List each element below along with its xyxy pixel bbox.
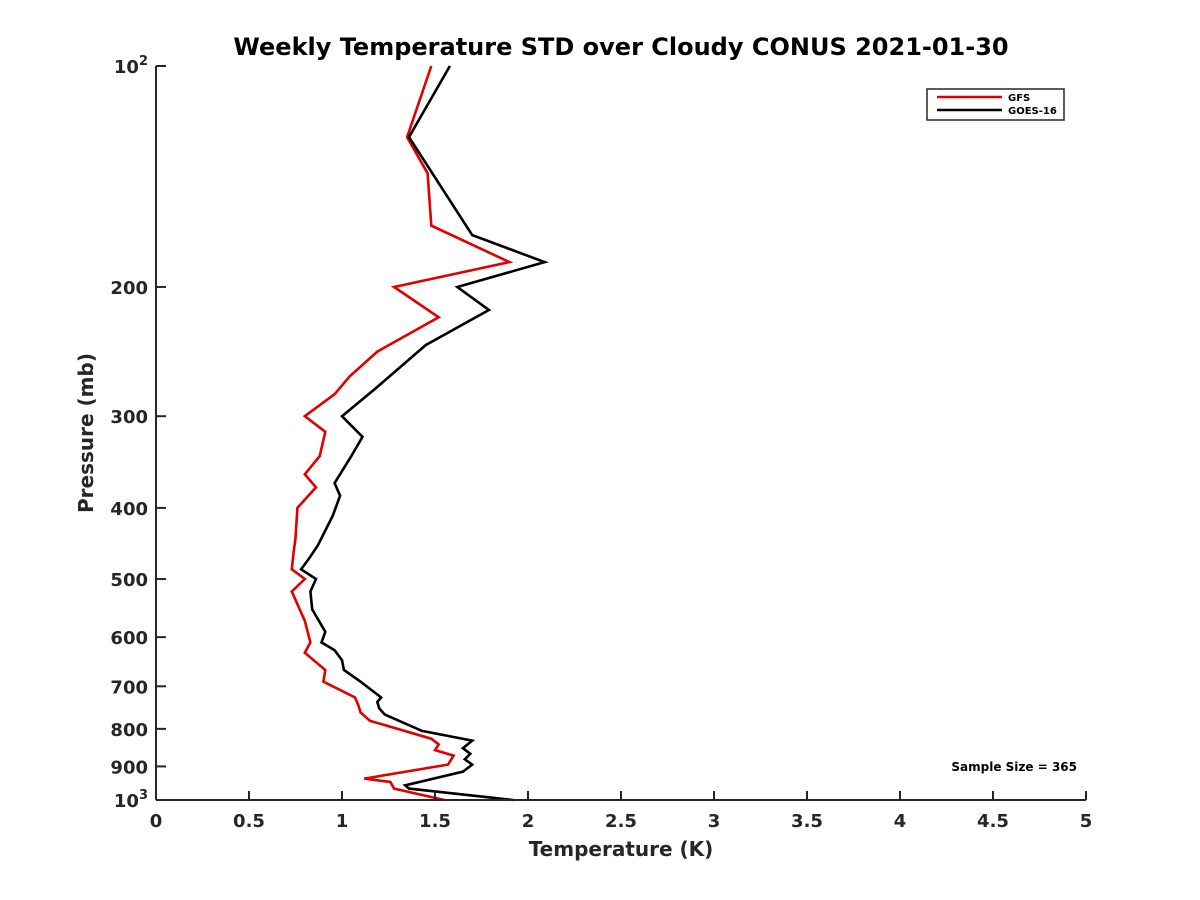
y-tick-label: 103 [114, 788, 148, 812]
x-tick-label: 1 [336, 811, 349, 832]
x-tick-label: 3 [708, 811, 721, 832]
sample-size-annotation: Sample Size = 365 [951, 760, 1077, 774]
y-tick-label: 102 [114, 54, 148, 78]
y-tick-label: 700 [110, 677, 148, 698]
y-tick-label: 300 [110, 407, 148, 428]
x-tick-label: 1.5 [419, 811, 451, 832]
series-line-goes16 [299, 65, 549, 802]
series-line-gfs [290, 65, 514, 802]
legend: GFS GOES-16 [926, 88, 1065, 121]
x-ticks: 0 0.5 1 1.5 2 2.5 3 3.5 4 4.5 5 [150, 791, 1093, 832]
y-tick-label: 400 [110, 499, 148, 520]
y-tick-label-base: 10 [114, 57, 139, 78]
x-tick-label: 0 [150, 811, 163, 832]
x-tick-label: 2.5 [605, 811, 637, 832]
legend-label-goes16: GOES-16 [1008, 106, 1057, 117]
legend-box [926, 88, 1065, 121]
y-tick-label: 500 [110, 570, 148, 591]
y-tick-label-base: 10 [114, 791, 139, 812]
x-axis-label: Temperature (K) [529, 837, 714, 861]
x-tick-label: 0.5 [233, 811, 265, 832]
y-tick-label: 800 [110, 720, 148, 741]
legend-label-gfs: GFS [1008, 93, 1030, 104]
y-tick-label-exponent: 3 [139, 788, 148, 803]
x-tick-label: 5 [1080, 811, 1093, 832]
y-tick-label: 600 [110, 628, 148, 649]
y-tick-label: 900 [110, 757, 148, 778]
x-tick-label: 4.5 [977, 811, 1009, 832]
x-tick-label: 4 [894, 811, 907, 832]
x-tick-label: 3.5 [791, 811, 823, 832]
series-group [290, 65, 549, 802]
y-tick-label-exponent: 2 [139, 54, 148, 69]
y-axis-label: Pressure (mb) [74, 353, 98, 513]
y-tick-label: 200 [110, 278, 148, 299]
x-tick-label: 2 [522, 811, 535, 832]
plot-area: 0 0.5 1 1.5 2 2.5 3 3.5 4 4.5 5 102200300400500600… [110, 54, 1092, 832]
chart-title: Weekly Temperature STD over Cloudy CONUS… [233, 33, 1008, 61]
